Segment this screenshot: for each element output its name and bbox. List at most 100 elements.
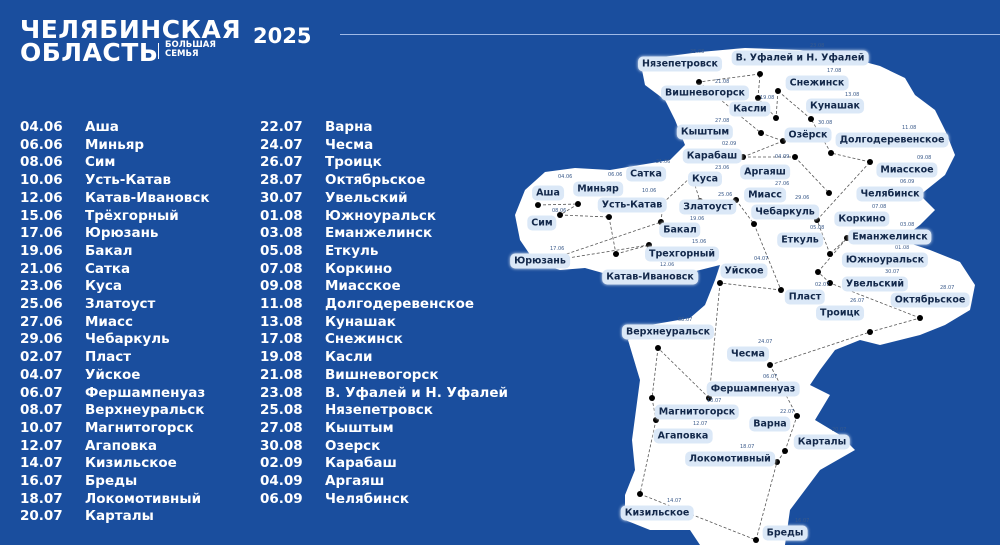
schedule-date: 17.08 — [260, 331, 303, 348]
city-label: Чебаркуль — [751, 204, 819, 220]
schedule-row: 21.08 Вишневогорск — [260, 367, 439, 383]
city-dot — [774, 459, 780, 465]
schedule-city: Локомотивный — [85, 490, 202, 507]
schedule-date: 26.07 — [260, 154, 303, 171]
city-label: Усть-Катав — [597, 197, 667, 213]
city-date: 06.06 — [608, 172, 623, 178]
schedule-date: 04.09 — [260, 473, 303, 489]
schedule-row: 18.07 Локомотивный — [20, 491, 201, 507]
schedule-city: Бакал — [85, 242, 133, 259]
schedule-row: 22.07 Варна — [260, 119, 373, 135]
route-line — [755, 461, 778, 541]
schedule-city: Бреды — [85, 473, 138, 489]
city-date: 17.08 — [827, 68, 842, 74]
schedule-date: 18.07 — [20, 490, 63, 507]
schedule-date: 01.08 — [260, 207, 303, 224]
city-dot — [706, 395, 712, 401]
schedule-city: Сим — [85, 154, 116, 171]
schedule-city: Усть-Катав — [85, 172, 171, 189]
schedule-date: 30.07 — [260, 189, 303, 206]
schedule-date: 25.06 — [20, 296, 63, 312]
city-label: Чесма — [727, 346, 769, 362]
brand-subtitle: БОЛЬШАЯ СЕМЬЯ — [165, 41, 216, 59]
city-dot — [827, 280, 833, 286]
schedule-row: 07.08 Коркино — [260, 261, 392, 277]
schedule-city: Озерск — [325, 437, 381, 454]
schedule-city: Чесма — [325, 136, 374, 153]
city-date: 09.08 — [917, 155, 932, 161]
city-date: 04.07 — [754, 256, 769, 262]
schedule-date: 21.08 — [260, 366, 303, 383]
city-dot — [827, 251, 833, 257]
schedule-city: Троицк — [325, 154, 382, 171]
city-dot — [780, 138, 786, 144]
schedule-date: 27.06 — [20, 313, 63, 330]
route-line — [608, 216, 617, 255]
route-line — [735, 199, 755, 225]
schedule-row: 27.08 Кыштым — [260, 420, 394, 436]
city-dot — [778, 287, 784, 293]
city-label: Карталы — [793, 434, 851, 450]
city-date: 29.06 — [795, 195, 810, 201]
schedule-row: 17.08 Снежинск — [260, 331, 403, 347]
city-label: Троицк — [816, 305, 864, 321]
city-label: Карабаш — [682, 148, 742, 164]
schedule-date: 12.07 — [20, 437, 63, 454]
city-label: Озёрск — [784, 127, 832, 143]
schedule-city: Миасс — [85, 313, 134, 330]
schedule-row: 24.07 Чесма — [260, 137, 373, 153]
divider — [158, 43, 159, 59]
schedule-city: Кизильское — [85, 455, 177, 472]
schedule-row: 08.06 Сим — [20, 154, 115, 170]
schedule-row: 02.07 Пласт — [20, 349, 131, 365]
schedule-row: 01.08 Южноуральск — [260, 208, 436, 224]
city-label: Аргаяш — [740, 164, 790, 180]
city-dot — [757, 71, 763, 77]
schedule-row: 29.06 Чебаркуль — [20, 331, 170, 347]
city-dot — [782, 448, 788, 454]
schedule-row: 04.09 Аргаяш — [260, 473, 384, 489]
city-date: 26.07 — [850, 298, 865, 304]
route-line — [742, 140, 784, 158]
schedule-row: 06.06 Миньяр — [20, 137, 144, 153]
year: 2025 — [253, 24, 312, 48]
schedule-date: 24.07 — [260, 136, 303, 153]
city-dot — [826, 190, 832, 196]
schedule-city: Катав-Ивановск — [85, 189, 210, 206]
city-dot — [867, 329, 873, 335]
schedule-date: 11.08 — [260, 296, 303, 312]
city-date: 30.08 — [818, 120, 833, 126]
region-title: ЧЕЛЯБИНСКАЯ — [20, 15, 242, 44]
city-dot — [740, 154, 746, 160]
schedule-date: 23.08 — [260, 384, 303, 401]
schedule-date: 05.08 — [260, 242, 303, 259]
route-line — [651, 397, 657, 421]
schedule-row: 05.08 Еткуль — [260, 243, 378, 259]
schedule-date: 27.08 — [260, 419, 303, 436]
city-date: 05.08 — [810, 225, 825, 231]
city-date: 06.09 — [900, 179, 915, 185]
city-dot — [655, 345, 661, 351]
route-line — [757, 73, 761, 99]
city-date: 25.08 — [690, 49, 705, 55]
schedule-city: Трёхгорный — [85, 207, 179, 224]
city-date: 12.07 — [693, 420, 708, 427]
schedule-date: 02.09 — [260, 455, 303, 472]
schedule-row: 03.08 Еманжелинск — [260, 225, 432, 241]
schedule-date: 19.08 — [260, 349, 303, 366]
schedule-city: Фершампенуаз — [85, 384, 206, 401]
city-label: Кизильское — [620, 505, 694, 521]
route-line — [769, 331, 871, 366]
city-date: 27.08 — [715, 117, 730, 124]
city-date: 10.06 — [642, 188, 657, 194]
city-label: Сатка — [626, 166, 666, 182]
schedule-row: 13.08 Кунашак — [260, 314, 396, 330]
city-label: Куса — [688, 171, 722, 187]
schedule-row: 25.08 Нязепетровск — [260, 402, 433, 418]
schedule-row: 21.06 Сатка — [20, 261, 130, 277]
city-date: 16.07 — [795, 518, 810, 524]
schedule-date: 04.07 — [20, 366, 63, 383]
route-line — [559, 214, 610, 218]
city-date: 07.08 — [872, 204, 887, 210]
city-label: Еманжелинск — [848, 229, 932, 245]
